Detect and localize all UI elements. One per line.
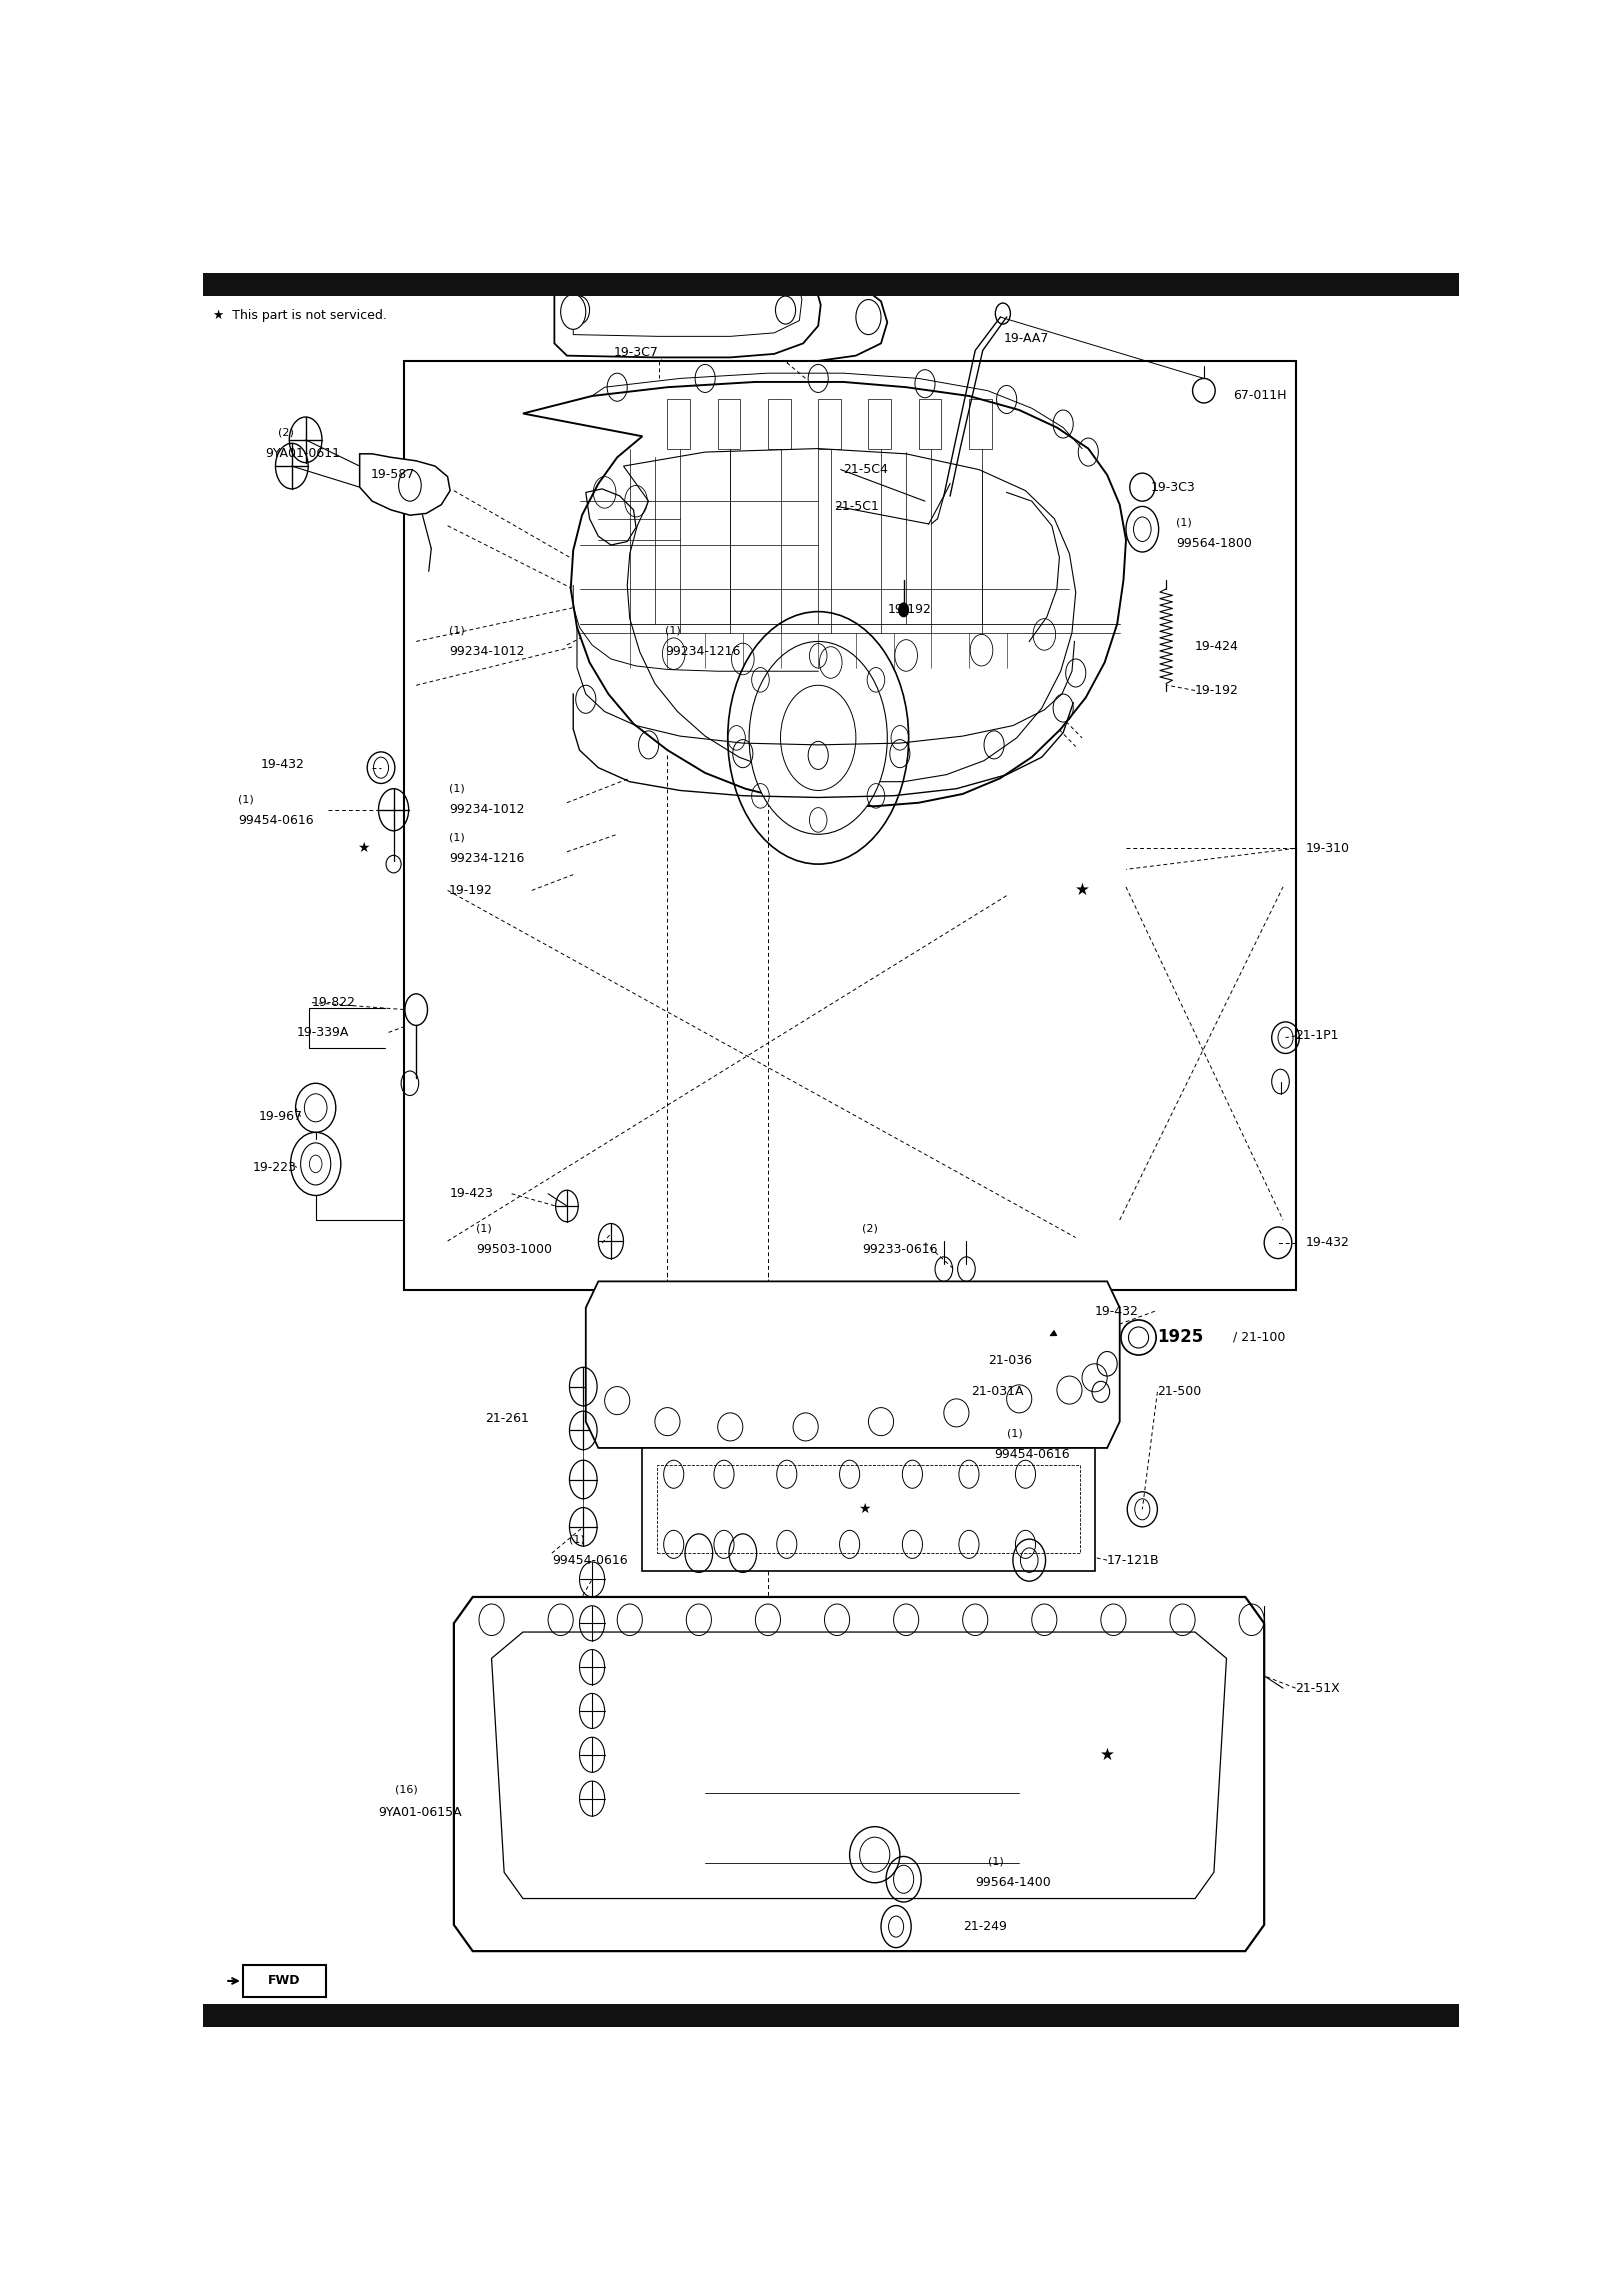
Text: 21-5C4: 21-5C4 <box>843 462 888 476</box>
Bar <box>642 1448 1094 1571</box>
Bar <box>819 398 841 449</box>
Bar <box>658 1466 1080 1553</box>
Text: 9YA01-0611: 9YA01-0611 <box>266 446 340 460</box>
Bar <box>869 398 892 449</box>
Text: 21-500: 21-500 <box>1157 1384 1201 1398</box>
Polygon shape <box>585 1282 1120 1448</box>
Text: 21-261: 21-261 <box>485 1412 528 1425</box>
Text: 1925: 1925 <box>1157 1327 1204 1346</box>
Text: 21-1P1: 21-1P1 <box>1295 1029 1339 1043</box>
Text: (1): (1) <box>1007 1430 1023 1439</box>
Polygon shape <box>454 1596 1264 1951</box>
Text: 21-51X: 21-51X <box>1295 1683 1341 1694</box>
Text: (1): (1) <box>1177 517 1191 528</box>
Text: 99564-1400: 99564-1400 <box>976 1876 1050 1890</box>
Text: (1): (1) <box>449 783 465 795</box>
Text: 99454-0616: 99454-0616 <box>994 1448 1070 1462</box>
Text: 19-192: 19-192 <box>887 603 930 617</box>
Text: 21-036: 21-036 <box>987 1355 1033 1366</box>
Text: (2): (2) <box>279 428 293 437</box>
Ellipse shape <box>898 603 909 617</box>
Text: 19-AA7: 19-AA7 <box>1003 332 1049 344</box>
Text: (1): (1) <box>987 1856 1003 1867</box>
Text: 19-310: 19-310 <box>1305 842 1350 854</box>
Text: ★: ★ <box>1099 1746 1115 1765</box>
Text: 19-3C7: 19-3C7 <box>614 346 658 360</box>
Text: 99234-1216: 99234-1216 <box>665 644 741 658</box>
Text: 19-192: 19-192 <box>449 883 493 897</box>
Bar <box>969 398 992 449</box>
Text: 19-192: 19-192 <box>1195 683 1238 697</box>
Text: 21-5C1: 21-5C1 <box>835 501 880 512</box>
Text: FWD: FWD <box>267 1974 300 1988</box>
Text: 21-249: 21-249 <box>963 1920 1007 1933</box>
Text: 99234-1012: 99234-1012 <box>449 644 524 658</box>
Text: 19-432: 19-432 <box>1305 1236 1350 1250</box>
Text: ★: ★ <box>859 1503 870 1516</box>
Text: / 21-100: / 21-100 <box>1234 1332 1285 1343</box>
Text: 19-424: 19-424 <box>1195 640 1238 653</box>
Text: 99503-1000: 99503-1000 <box>477 1243 553 1257</box>
Text: ★  This part is not serviced.: ★ This part is not serviced. <box>212 310 386 321</box>
Bar <box>668 398 691 449</box>
Text: 21-031A: 21-031A <box>971 1384 1024 1398</box>
Text: 99234-1216: 99234-1216 <box>449 852 524 865</box>
Bar <box>203 2004 1459 2027</box>
Text: 19-339A: 19-339A <box>297 1027 349 1038</box>
Bar <box>203 273 1459 296</box>
Text: (1): (1) <box>665 626 681 635</box>
Text: 19-423: 19-423 <box>451 1186 494 1200</box>
Polygon shape <box>360 453 451 515</box>
Text: 19-3C3: 19-3C3 <box>1151 480 1196 494</box>
Text: 9YA01-0615A: 9YA01-0615A <box>379 1806 462 1819</box>
Text: ★: ★ <box>1075 881 1089 899</box>
Text: (1): (1) <box>238 795 253 804</box>
Text: (1): (1) <box>449 833 465 842</box>
Text: (2): (2) <box>862 1223 879 1234</box>
Text: 19-822: 19-822 <box>311 995 357 1009</box>
Text: 99234-1012: 99234-1012 <box>449 804 524 815</box>
Bar <box>768 398 791 449</box>
Text: (16): (16) <box>396 1785 418 1794</box>
Text: 17-121B: 17-121B <box>1107 1553 1159 1567</box>
Bar <box>718 398 741 449</box>
Text: ★: ★ <box>357 840 370 856</box>
Text: (1): (1) <box>569 1535 585 1544</box>
Bar <box>919 398 942 449</box>
Text: 67-011H: 67-011H <box>1234 389 1287 403</box>
Text: 19-432: 19-432 <box>261 758 305 770</box>
Text: 99454-0616: 99454-0616 <box>238 813 313 827</box>
Polygon shape <box>243 1965 326 1997</box>
Text: 99454-0616: 99454-0616 <box>551 1553 627 1567</box>
Text: 19-432: 19-432 <box>1094 1305 1138 1318</box>
Text: 99233-0616: 99233-0616 <box>862 1243 937 1257</box>
Bar <box>404 360 1295 1291</box>
Text: 19-587: 19-587 <box>371 469 415 480</box>
Polygon shape <box>524 383 1127 806</box>
Text: 19-967: 19-967 <box>259 1111 303 1123</box>
Text: 99564-1800: 99564-1800 <box>1177 537 1251 549</box>
Text: (1): (1) <box>477 1223 493 1234</box>
Text: 19-223: 19-223 <box>253 1161 297 1175</box>
Text: (1): (1) <box>449 626 465 635</box>
Polygon shape <box>554 269 820 357</box>
Ellipse shape <box>749 642 887 833</box>
Ellipse shape <box>561 294 585 330</box>
